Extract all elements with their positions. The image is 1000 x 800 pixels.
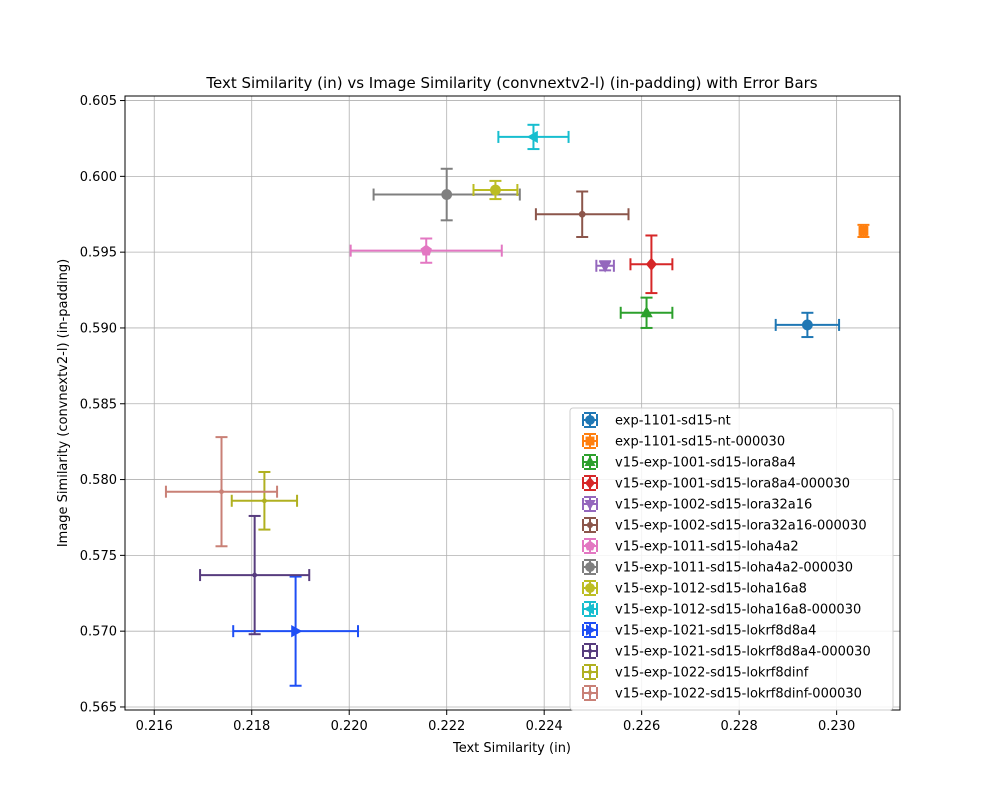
series-marker — [441, 189, 453, 200]
series-marker — [587, 690, 593, 696]
series-marker — [587, 648, 593, 654]
legend-label: v15-exp-1021-sd15-lokrf8d8a4-000030 — [615, 645, 871, 660]
legend-entry: exp-1101-sd15-nt — [582, 412, 731, 429]
legend-entry: exp-1101-sd15-nt-000030 — [582, 433, 785, 450]
x-tick-label: 0.230 — [818, 719, 855, 734]
legend-entry: v15-exp-1002-sd15-lora32a16-000030 — [582, 517, 867, 534]
series-marker — [583, 603, 594, 615]
series-point — [497, 123, 570, 151]
series-marker — [584, 476, 596, 490]
legend-entry: v15-exp-1011-sd15-loha4a2 — [582, 538, 799, 555]
legend-label: v15-exp-1022-sd15-lokrf8dinf-000030 — [615, 687, 862, 702]
y-tick-label: 0.580 — [80, 473, 117, 488]
legend-label: v15-exp-1011-sd15-loha4a2-000030 — [615, 561, 853, 576]
series-marker — [578, 210, 586, 218]
series-marker — [262, 498, 267, 504]
series-point — [534, 190, 630, 238]
series-marker — [598, 261, 612, 273]
legend-label: v15-exp-1011-sd15-loha4a2 — [615, 540, 799, 555]
series-marker — [585, 583, 595, 593]
y-tick-label: 0.565 — [80, 700, 117, 715]
legend-label: v15-exp-1001-sd15-lora8a4 — [615, 456, 796, 471]
series-marker — [584, 455, 596, 467]
legend-label: v15-exp-1021-sd15-lokrf8d8a4 — [615, 624, 816, 639]
legend-entry: v15-exp-1011-sd15-loha4a2-000030 — [582, 559, 853, 576]
series-point — [230, 470, 299, 531]
series-marker — [526, 130, 538, 144]
series-marker — [420, 244, 432, 256]
legend-label: exp-1101-sd15-nt — [615, 414, 731, 429]
y-tick-label: 0.595 — [80, 246, 117, 261]
legend-label: exp-1101-sd15-nt-000030 — [615, 435, 785, 450]
y-tick-label: 0.600 — [80, 170, 117, 185]
series-point — [349, 237, 503, 264]
y-axis-label: Image Similarity (convnextv2-l) (in-padd… — [56, 259, 71, 547]
legend-entry: v15-exp-1001-sd15-lora8a4 — [582, 454, 796, 471]
series-point — [595, 259, 615, 273]
series-marker — [585, 415, 595, 425]
series-marker — [584, 499, 596, 511]
legend-label: v15-exp-1022-sd15-lokrf8dinf — [615, 666, 809, 681]
legend: exp-1101-sd15-nt exp-1101-sd15-nt-000030 v… — [569, 407, 894, 711]
legend-entry: v15-exp-1002-sd15-lora32a16 — [582, 496, 812, 513]
legend-label: v15-exp-1012-sd15-loha16a8 — [615, 582, 807, 597]
x-tick-label: 0.224 — [526, 719, 563, 734]
ticks-layer: 0.216 0.218 0.220 0.222 0.224 0.226 0.228 0.230… — [80, 94, 855, 734]
series-marker — [587, 669, 593, 675]
series-marker — [801, 319, 813, 331]
legend-label: v15-exp-1002-sd15-lora32a16 — [615, 498, 812, 513]
series-marker — [586, 521, 594, 529]
series-marker — [858, 226, 869, 236]
x-tick-label: 0.226 — [623, 719, 660, 734]
y-tick-label: 0.585 — [80, 397, 117, 412]
legend-entry: v15-exp-1001-sd15-lora8a4-000030 — [582, 475, 850, 492]
series-point — [164, 436, 279, 548]
series-point — [472, 179, 519, 201]
chart-title: Text Similarity (in) vs Image Similarity… — [205, 74, 817, 92]
x-tick-label: 0.228 — [721, 719, 758, 734]
legend-frame — [569, 407, 894, 711]
legend-entry: v15-exp-1012-sd15-loha16a8-000030 — [582, 601, 861, 618]
y-tick-label: 0.605 — [80, 94, 117, 109]
legend-entry: v15-exp-1021-sd15-lokrf8d8a4 — [582, 622, 816, 639]
series-marker — [586, 624, 597, 636]
series-marker — [291, 624, 303, 638]
x-tick-label: 0.216 — [136, 719, 173, 734]
legend-entry: v15-exp-1012-sd15-loha16a8 — [582, 580, 807, 597]
x-tick-label: 0.218 — [233, 719, 270, 734]
legend-label: v15-exp-1002-sd15-lora32a16-000030 — [615, 519, 867, 534]
series-point — [774, 311, 841, 339]
x-axis-label: Text Similarity (in) — [452, 741, 571, 756]
plot-frame — [124, 95, 901, 711]
y-tick-label: 0.590 — [80, 321, 117, 336]
y-tick-label: 0.575 — [80, 549, 117, 564]
series-point — [199, 514, 311, 636]
legend-entry: v15-exp-1022-sd15-lokrf8dinf — [582, 664, 809, 681]
legend-entry: v15-exp-1022-sd15-lokrf8dinf-000030 — [582, 685, 862, 702]
series-marker — [640, 305, 653, 318]
series-marker — [585, 436, 595, 446]
series-marker — [219, 489, 224, 495]
series-marker — [490, 184, 501, 196]
series-marker — [584, 540, 596, 551]
series-point — [857, 223, 870, 238]
series-marker — [585, 562, 595, 572]
x-tick-label: 0.220 — [331, 719, 368, 734]
marks-layer — [164, 123, 870, 687]
legend-entry: v15-exp-1021-sd15-lokrf8d8a4-000030 — [582, 643, 871, 660]
series-marker — [645, 257, 657, 271]
series-marker — [252, 572, 258, 578]
y-tick-label: 0.570 — [80, 625, 117, 640]
x-tick-label: 0.222 — [428, 719, 465, 734]
legend-label: v15-exp-1012-sd15-loha16a8-000030 — [615, 603, 861, 618]
series-point — [629, 234, 674, 295]
legend-label: v15-exp-1001-sd15-lora8a4-000030 — [615, 477, 850, 492]
series-point — [619, 296, 674, 329]
